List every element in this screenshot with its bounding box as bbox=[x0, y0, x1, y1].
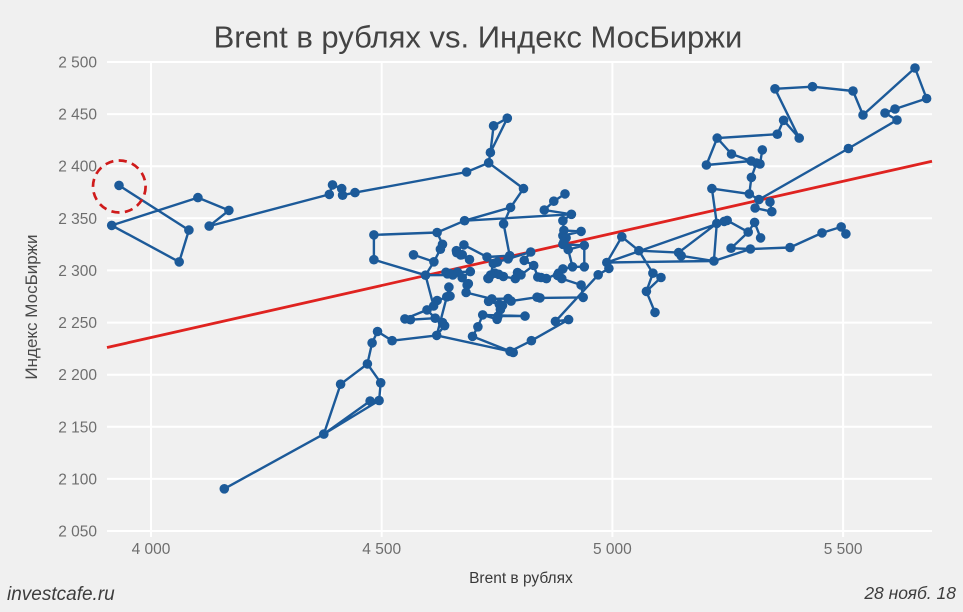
svg-text:2 450: 2 450 bbox=[58, 107, 97, 124]
svg-text:Индекс МосБиржи: Индекс МосБиржи bbox=[22, 234, 41, 379]
svg-text:2 100: 2 100 bbox=[58, 471, 97, 488]
svg-text:5 500: 5 500 bbox=[824, 541, 863, 558]
svg-text:2 500: 2 500 bbox=[58, 55, 97, 72]
svg-text:2 050: 2 050 bbox=[58, 524, 97, 541]
svg-text:Brent в рублях: Brent в рублях bbox=[469, 570, 573, 587]
svg-text:2 150: 2 150 bbox=[58, 419, 97, 436]
svg-text:Brent в рублях vs. Индекс МосБ: Brent в рублях vs. Индекс МосБиржи bbox=[214, 20, 743, 55]
svg-text:2 350: 2 350 bbox=[58, 211, 97, 228]
svg-text:2 400: 2 400 bbox=[58, 159, 97, 176]
svg-text:2 200: 2 200 bbox=[58, 367, 97, 384]
svg-text:4 500: 4 500 bbox=[362, 541, 401, 558]
svg-text:2 300: 2 300 bbox=[58, 263, 97, 280]
svg-text:4 000: 4 000 bbox=[132, 541, 171, 558]
svg-text:28 нояб. 18: 28 нояб. 18 bbox=[863, 583, 956, 603]
svg-text:investcafe.ru: investcafe.ru bbox=[7, 584, 115, 605]
svg-text:2 250: 2 250 bbox=[58, 315, 97, 332]
svg-text:5 000: 5 000 bbox=[593, 541, 632, 558]
